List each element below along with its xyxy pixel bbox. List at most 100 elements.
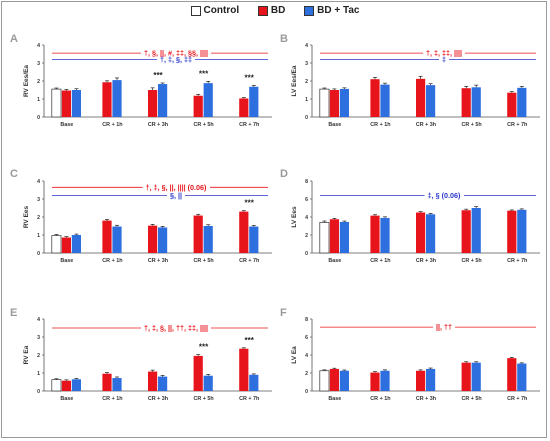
significance-stars: *** (245, 199, 255, 208)
bar (319, 88, 330, 118)
y-tick-label: 4 (305, 43, 308, 49)
bar (249, 86, 259, 117)
y-tick-label: 8 (305, 179, 308, 185)
bar (507, 358, 517, 391)
bar (203, 83, 213, 117)
x-tick-label: CR + 3h (416, 258, 436, 264)
bar (61, 380, 71, 391)
y-tick-label: 4 (37, 317, 40, 323)
x-tick-label: CR + 1h (370, 258, 390, 264)
panel-letter: B (280, 33, 288, 45)
bar (471, 362, 481, 391)
y-tick-label: 6 (305, 335, 308, 341)
y-tick-label: 6 (305, 197, 308, 203)
bar (249, 374, 259, 391)
panel-a: A RV Ees/Ea 0 1 2 3 4 Base CR + 1h CR + 3h *** CR +… (10, 33, 272, 128)
bar (461, 362, 471, 391)
bar (517, 209, 527, 253)
y-tick-label: 2 (37, 79, 40, 85)
significance-annotation: †, ‡, §, ||, ††, ‡‡, |||| (144, 324, 208, 333)
bar (329, 219, 339, 253)
legend-item-control: Control (190, 5, 240, 16)
y-tick-label: 0 (305, 389, 308, 395)
y-tick-label: 2 (37, 353, 40, 359)
legend-item-bd-tac: BD + Tac (304, 5, 359, 16)
y-axis-label: LV Ea (291, 346, 298, 364)
bar (380, 370, 390, 391)
bar (329, 368, 339, 391)
legend-label-control: Control (203, 5, 240, 16)
y-tick-label: 4 (37, 179, 40, 185)
panel-c: C RV Ees 0 1 2 3 4 Base CR + 1h CR + 3h CR + 5h CR … (10, 168, 272, 264)
bar (416, 78, 426, 117)
y-tick-label: 3 (37, 197, 40, 203)
y-tick-label: 0 (37, 389, 40, 395)
bar (319, 370, 330, 392)
bar (416, 370, 426, 391)
bar (158, 84, 168, 117)
bar (158, 376, 168, 391)
bar (51, 379, 62, 392)
bar (102, 220, 112, 253)
y-tick-label: 3 (37, 335, 40, 341)
legend: Control BD BD + Tac (0, 5, 550, 21)
bar (148, 90, 158, 117)
bar (112, 378, 122, 391)
significance-stars: *** (199, 343, 209, 352)
x-tick-label: Base (60, 396, 73, 402)
bar (193, 355, 203, 391)
significance-annotation: ||, †† (436, 323, 452, 332)
y-tick-label: 2 (305, 371, 308, 377)
y-tick-label: 1 (37, 233, 40, 239)
y-tick-label: 2 (305, 233, 308, 239)
bar (239, 98, 249, 117)
y-tick-label: 4 (37, 43, 40, 49)
y-axis-label: LV Ees (291, 206, 298, 228)
y-axis-label: LV Ees/Ea (291, 65, 298, 96)
bar (416, 212, 426, 253)
panel-letter: E (10, 307, 17, 319)
bar (329, 90, 339, 117)
bar (517, 363, 527, 391)
x-tick-label: CR + 3h (416, 396, 436, 402)
bar (380, 217, 390, 253)
x-tick-label: CR + 3h (148, 396, 168, 402)
bar (203, 226, 213, 253)
bar (370, 372, 380, 391)
y-tick-label: 4 (305, 353, 308, 359)
significance-annotation: ‡ (442, 55, 446, 64)
x-tick-label: CR + 1h (370, 122, 390, 128)
significance-annotation: †, ‡, §, ‡‡ (160, 55, 192, 64)
bar (148, 371, 158, 391)
y-axis-label: RV Ea (23, 345, 30, 364)
bar (471, 208, 481, 253)
bar (239, 348, 249, 391)
panel-letter: D (280, 168, 288, 180)
bar (239, 211, 249, 253)
legend-swatch-bd (257, 5, 268, 16)
x-tick-label: CR + 5h (461, 122, 481, 128)
x-tick-label: Base (60, 122, 73, 128)
bar (112, 80, 122, 117)
significance-annotation: §, || (170, 191, 182, 200)
legend-swatch-control (190, 5, 201, 16)
y-tick-label: 3 (37, 61, 40, 67)
y-axis-label: RV Ees (23, 205, 30, 228)
bar (102, 373, 112, 391)
bar (112, 226, 122, 253)
x-tick-label: CR + 3h (148, 258, 168, 264)
bar (51, 235, 62, 254)
panel-letter: F (280, 307, 287, 319)
panel-letter: C (10, 168, 18, 180)
y-axis-label: RV Ees/Ea (23, 65, 30, 97)
bar (148, 225, 158, 253)
y-tick-label: 0 (37, 251, 40, 257)
y-tick-label: 4 (305, 215, 308, 221)
x-tick-label: CR + 7h (507, 122, 527, 128)
bar (339, 88, 349, 117)
bar (461, 210, 471, 253)
bar (426, 214, 436, 253)
bar (471, 87, 481, 117)
bar (339, 370, 349, 391)
